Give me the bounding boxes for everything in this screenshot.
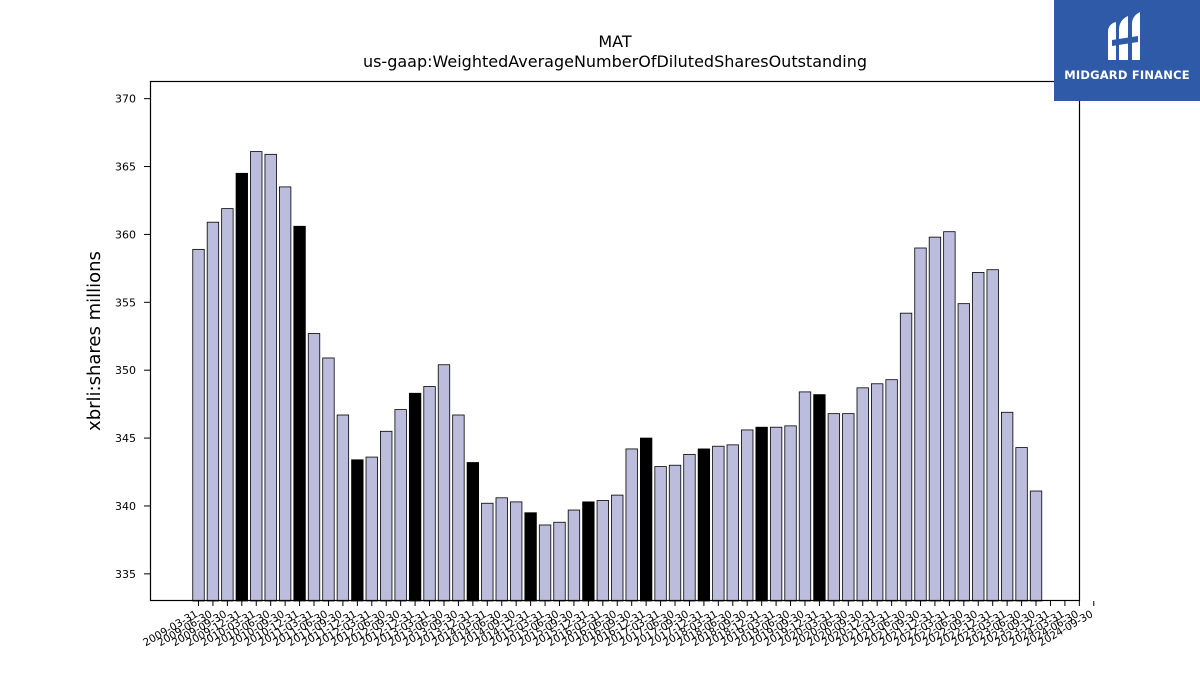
bar-2013-06-30 [437,364,451,602]
bar-2019-09-30 [798,391,812,602]
bar-2022-06-30 [957,303,970,602]
bar-2020-09-30 [856,387,869,602]
x-axis: 2009-03-312009-06-302009-09-302009-12-31… [141,601,1095,649]
y-tick-label: 360 [115,228,136,241]
bar-2016-06-30 [611,494,624,602]
bar-2011-09-30 [336,414,350,602]
bar-2010-09-30 [278,186,292,602]
bar-2010-03-31 [250,151,263,602]
bar-2017-12-31 [697,448,711,602]
bar-2009-09-30 [221,208,234,602]
y-tick-label: 340 [115,500,136,513]
bar-2019-06-30 [784,425,797,602]
y-tick-label: 335 [115,568,136,581]
bar-2014-12-31 [524,512,537,602]
bar-2017-03-31 [654,466,667,602]
bar-2012-03-31 [365,456,378,602]
chart-title: MAT [598,32,632,51]
bar-2012-09-30 [394,409,407,602]
bar-2021-06-30 [899,312,913,602]
y-tick-label: 355 [115,296,136,309]
bar-2016-03-31 [596,500,609,602]
bar-2021-12-31 [928,236,942,602]
bar-2010-12-31 [293,225,306,602]
midgard-logo-icon [1108,12,1140,60]
bar-2012-06-30 [380,430,393,602]
bar-2017-06-30 [668,464,682,602]
bar-2011-03-31 [307,333,321,602]
bar-2014-03-31 [481,502,494,602]
bar-2020-06-30 [842,413,855,602]
bar-2018-03-31 [712,445,725,602]
bar-2014-06-30 [495,497,508,602]
bar-2015-12-31 [582,501,595,602]
y-axis: 335 340 345 350 355 360 365 370 [115,93,150,581]
bar-2018-09-30 [741,429,754,602]
bar-2016-12-31 [639,437,653,602]
bar-2019-03-31 [769,426,783,602]
bar-2016-09-30 [625,448,638,602]
bar-2014-09-30 [510,501,523,602]
bar-2011-12-31 [351,459,364,602]
bar-2018-12-31 [755,426,768,602]
bar-2017-09-30 [683,453,696,602]
bar-2012-12-31 [408,392,422,602]
bar-2013-12-31 [466,462,480,602]
bar-2020-12-31 [871,383,884,602]
bar-2022-03-31 [943,231,956,602]
bar-2023-03-31 [1000,411,1014,602]
chart-subtitle: us-gaap:WeightedAverageNumberOfDilutedSh… [362,52,868,71]
bar-2023-09-30 [1029,490,1043,602]
bar-2013-09-30 [452,414,465,602]
bar-2010-06-30 [264,153,277,602]
bar-2015-06-30 [553,521,566,602]
bar-2020-03-31 [827,413,841,602]
plot-frame [149,80,1081,602]
bar-2015-03-31 [538,524,552,602]
bar-2021-09-30 [914,247,927,602]
brand-logo: MIDGARD FINANCE [1054,0,1200,101]
y-tick-label: 350 [115,364,136,377]
bars-layer [192,151,1043,602]
y-axis-label: xbrli:shares millions [84,251,105,431]
bar-2009-03-31 [192,248,205,602]
bar-2019-12-31 [813,394,826,602]
bar-2022-09-30 [972,272,985,602]
bar-2023-06-30 [1015,447,1028,602]
brand-name: MIDGARD FINANCE [1064,68,1190,82]
bar-2018-06-30 [726,444,739,602]
y-tick-label: 345 [115,432,136,445]
y-tick-label: 370 [115,93,136,106]
bar-2015-09-30 [567,509,581,602]
bar-2009-06-30 [206,221,220,602]
y-tick-label: 365 [115,161,136,174]
bar-2022-12-31 [986,269,999,602]
bar-2013-03-31 [423,386,436,602]
bar-2009-12-31 [235,172,248,602]
bar-2011-06-30 [322,357,335,602]
bar-2021-03-31 [885,379,898,602]
